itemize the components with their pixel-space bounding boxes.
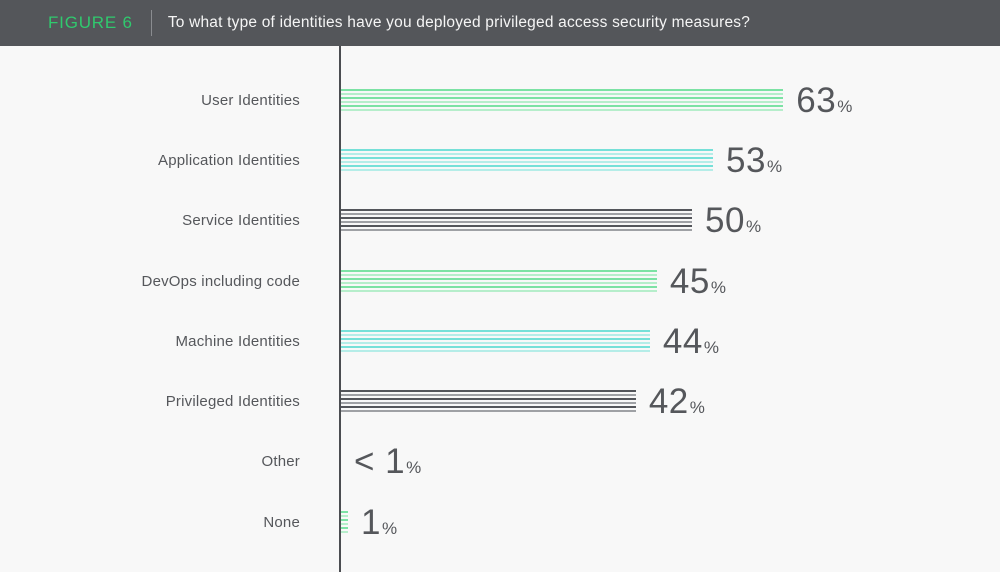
bar-and-value: 44% [341, 324, 719, 359]
value-label: 63% [796, 83, 852, 118]
category-label: Privileged Identities [165, 393, 300, 411]
chart-row: Service Identities 50% [0, 191, 1000, 251]
bar-and-value: 63% [341, 83, 852, 118]
bar-privileged-identities [341, 390, 636, 414]
y-axis-line [339, 46, 341, 572]
chart-row: Machine Identities 44% [0, 311, 1000, 371]
category-label: Service Identities [182, 212, 300, 230]
value-number: < 1 [354, 442, 406, 482]
percent-sign: % [406, 458, 422, 478]
value-number: 63 [796, 80, 837, 120]
percent-sign: % [766, 156, 783, 176]
category-label: Application Identities [158, 151, 300, 169]
header-divider [150, 10, 152, 36]
bar-and-value: 45% [341, 264, 726, 299]
value-label: 42% [649, 384, 705, 419]
value-number: 1 [361, 502, 381, 542]
percent-sign: % [689, 398, 705, 418]
bar-and-value: 53% [341, 143, 782, 178]
percent-sign: % [703, 337, 719, 357]
value-label: 50% [705, 203, 761, 238]
bar-rows: User Identities 63% Application Identities… [0, 70, 1000, 552]
category-label: Other [261, 453, 300, 471]
value-label: 53% [726, 143, 782, 178]
bar-and-value: 1% [341, 505, 397, 540]
figure-header: FIGURE 6 To what type of identities have… [0, 0, 1000, 46]
category-label: Machine Identities [175, 332, 300, 350]
value-label: < 1% [354, 444, 421, 479]
chart-row: DevOps including code 45% [0, 251, 1000, 311]
chart-row: Privileged Identities 42% [0, 371, 1000, 431]
bar-application-identities [341, 148, 714, 172]
bar-user-identities [341, 88, 784, 112]
percent-sign: % [837, 96, 853, 116]
value-number: 42 [648, 382, 689, 422]
category-label: DevOps including code [141, 272, 300, 290]
chart-row: None 1% [0, 492, 1000, 552]
chart-row: Application Identities 53% [0, 130, 1000, 190]
bar-machine-identities [341, 329, 650, 353]
bar-service-identities [341, 209, 692, 233]
bar-and-value: 50% [341, 203, 761, 238]
value-number: 50 [705, 201, 745, 241]
percent-sign: % [710, 277, 726, 297]
category-label: User Identities [201, 91, 300, 109]
bar-and-value: 42% [341, 384, 705, 419]
category-label: None [263, 513, 300, 531]
value-label: 44% [663, 324, 719, 359]
figure-number-label: FIGURE 6 [48, 13, 133, 32]
value-label: 45% [670, 264, 726, 299]
chart-row: User Identities 63% [0, 70, 1000, 130]
bar-and-value: < 1% [341, 444, 421, 479]
value-number: 45 [669, 261, 710, 301]
bar-devops-including-code [341, 269, 657, 293]
chart-row: Other < 1% [0, 432, 1000, 492]
percent-sign: % [745, 217, 762, 237]
value-label: 1% [361, 505, 397, 540]
value-number: 44 [662, 321, 703, 361]
bar-none [341, 510, 349, 534]
percent-sign: % [381, 518, 398, 538]
figure-question: To what type of identities have you depl… [167, 14, 751, 31]
value-number: 53 [726, 140, 766, 180]
chart-area: User Identities 63% Application Identities… [0, 46, 1000, 572]
